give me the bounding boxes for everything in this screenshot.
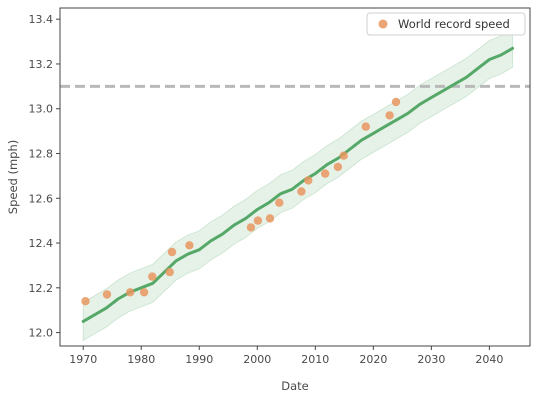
trend-line (81, 46, 515, 323)
x-tick-label: 2030 (417, 353, 445, 366)
scatter-point (333, 162, 343, 172)
x-tick-label: 2040 (475, 353, 503, 366)
trend-line-layer (81, 46, 515, 323)
x-tick-label: 1990 (185, 353, 213, 366)
legend-box (366, 12, 526, 36)
scatter-point (246, 223, 256, 232)
y-axis-label: Speed (mph) (6, 140, 20, 214)
scatter-point (321, 169, 330, 178)
scatter-point (385, 111, 394, 120)
legend: World record speed (366, 12, 526, 36)
scatter-point (126, 288, 135, 297)
scatter-point (304, 176, 313, 185)
x-tick-label: 1970 (69, 353, 97, 366)
y-tick-label: 12.6 (29, 192, 54, 205)
scatter-points-layer (81, 97, 401, 306)
x-tick-label: 2000 (243, 353, 271, 366)
scatter-point (167, 247, 177, 257)
scatter-point (275, 198, 284, 207)
scatter-point (81, 297, 90, 306)
scatter-point (391, 97, 401, 107)
legend-label-world-record: World record speed (398, 17, 510, 31)
scatter-point (265, 214, 275, 223)
scatter-point (165, 267, 174, 277)
y-tick-label: 13.2 (29, 58, 54, 71)
scatter-point (297, 187, 306, 196)
y-tick-label: 13.4 (29, 13, 54, 26)
y-tick-label: 12.8 (29, 147, 54, 160)
y-tick-label: 12.0 (29, 327, 54, 340)
scatter-point (102, 290, 112, 299)
x-axis: 1970 1980 1990 2000 2010 2020 2030 2040 (69, 346, 503, 366)
scatter-point (148, 272, 157, 281)
scatter-point (339, 151, 348, 160)
scatter-point (253, 216, 263, 225)
y-tick-label: 12.4 (29, 237, 54, 250)
plot-area-frame (59, 7, 531, 347)
legend-marker-world-record (378, 19, 388, 29)
y-tick-label: 13.0 (29, 103, 54, 116)
y-tick-label: 12.2 (29, 282, 54, 295)
x-axis-label: Date (281, 379, 309, 393)
x-tick-label: 2020 (359, 353, 387, 366)
scatter-point (361, 122, 370, 131)
x-tick-label: 2010 (301, 353, 329, 366)
scatter-point (139, 288, 149, 297)
y-axis: 12.0 12.2 12.4 12.6 12.8 13.0 13.2 13.4 (29, 13, 60, 340)
x-tick-label: 1980 (127, 353, 155, 366)
scatter-point (185, 241, 194, 250)
